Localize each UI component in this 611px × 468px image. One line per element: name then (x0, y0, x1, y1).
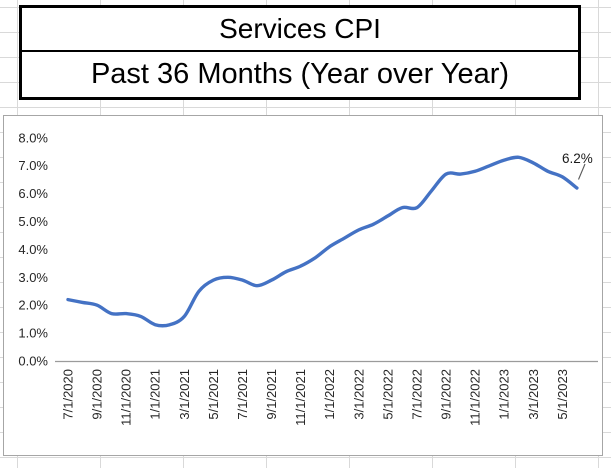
x-axis-tick-label: 9/1/2021 (264, 369, 279, 420)
x-axis-tick-label: 5/1/2021 (206, 369, 221, 420)
annotation-leader-line (577, 163, 586, 180)
y-axis-tick-label: 3.0% (18, 270, 48, 285)
y-axis-tick-label: 6.0% (18, 186, 48, 201)
x-axis-tick-label: 11/1/2020 (119, 369, 134, 426)
x-axis-tick-label: 7/1/2021 (235, 369, 250, 420)
x-axis-tick-label: 7/1/2022 (409, 369, 424, 420)
y-axis-tick-label: 0.0% (18, 354, 48, 369)
plot-area: 0.0% 1.0% 2.0% 3.0% 4.0% 5.0% 6.0% 7.0% 8.0% 7/1/… (18, 130, 598, 426)
x-axis-tick-label: 9/1/2020 (90, 369, 105, 420)
last-point-data-label: 6.2% (562, 151, 593, 166)
x-axis-tick-label: 1/1/2022 (322, 369, 337, 420)
y-axis-tick-label: 7.0% (18, 158, 48, 173)
x-axis-tick-label: 3/1/2022 (351, 369, 366, 420)
x-axis-tick-label: 11/1/2022 (468, 369, 483, 426)
cpi-line-series (66, 155, 579, 328)
chart-title: Services CPI (22, 8, 578, 53)
chart-subtitle: Past 36 Months (Year over Year) (90, 58, 510, 91)
line-chart[interactable]: 0.0% 1.0% 2.0% 3.0% 4.0% 5.0% 6.0% 7.0% 8.0% 7/1/… (3, 115, 603, 456)
x-axis-tick-label: 3/1/2021 (177, 369, 192, 420)
x-axis-tick-label: 1/1/2021 (148, 369, 163, 420)
x-axis-tick-label: 9/1/2022 (439, 369, 454, 420)
x-axis-tick-label: 3/1/2023 (526, 369, 541, 420)
y-axis-tick-label: 4.0% (18, 242, 48, 257)
y-axis-tick-label: 2.0% (18, 298, 48, 313)
x-axis-tick-label: 5/1/2022 (380, 369, 395, 420)
x-axis-tick-label: 7/1/2020 (61, 369, 76, 420)
y-axis-tick-label: 8.0% (18, 130, 48, 145)
x-axis-tick-label: 5/1/2023 (555, 369, 570, 420)
y-axis-tick-label: 5.0% (18, 214, 48, 229)
y-axis-tick-label: 1.0% (18, 326, 48, 341)
x-axis-tick-label: 1/1/2023 (497, 369, 512, 420)
x-axis-tick-label: 11/1/2021 (293, 369, 308, 426)
chart-title-box[interactable]: Services CPI Past 36 Months (Year over Y… (19, 5, 581, 100)
